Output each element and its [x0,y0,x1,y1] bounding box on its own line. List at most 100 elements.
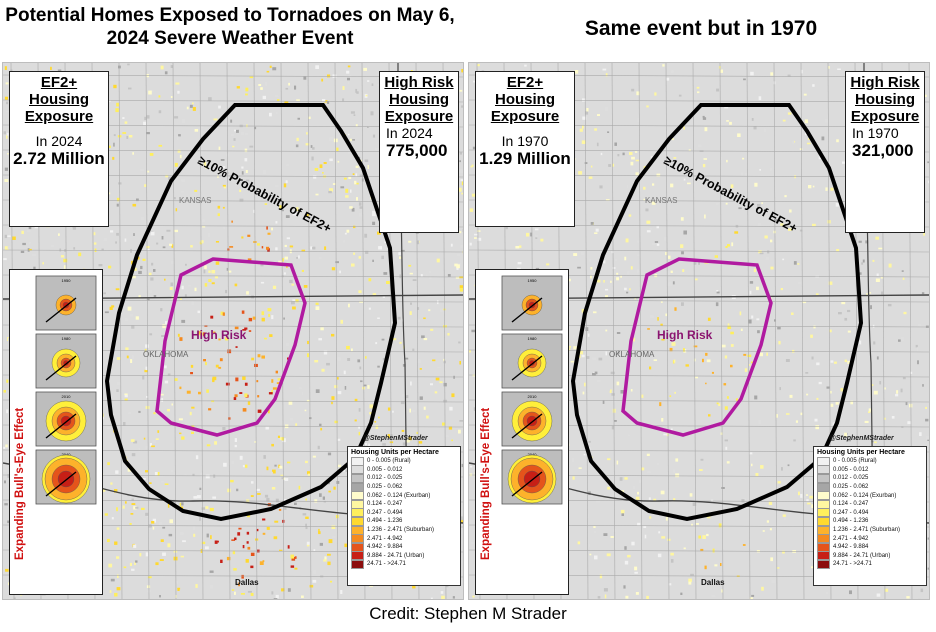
legend-label: 4.942 - 9.884 [833,544,869,551]
legend-swatch [817,473,830,483]
dallas-label: Dallas [235,578,259,587]
ef2-exposure-value: 1.29 Million [479,149,571,168]
legend-swatch [351,456,364,466]
ef2-exposure-heading: EF2+ Housing Exposure [490,74,560,125]
legend-entry: 0.005 - 0.012 [814,465,926,475]
legend-label: 0.124 - 0.247 [367,501,403,508]
ef2-exposure-box: EF2+ Housing Exposure In 1970 1.29 Milli… [475,71,575,227]
bulls-eye-inset: Expanding Bull's-Eye Effect 1950 1980 2010… [9,269,103,595]
legend-entry: 0.062 - 0.124 (Exurban) [814,491,926,501]
legend-entry: 0.124 - 0.247 [814,499,926,509]
bulls-eye-frame-1980: 1980 [35,333,97,389]
legend-swatch [817,465,830,475]
legend-swatch [817,499,830,509]
legend-entry: 0.005 - 0.012 [348,465,460,475]
high-risk-label: High Risk [191,328,247,342]
author-handle: @StephenMStrader [363,435,428,442]
legend-label: 0.247 - 0.494 [367,509,403,516]
bulls-eye-title: Expanding Bull's-Eye Effect [480,408,492,560]
ef2-exposure-year: In 1970 [501,133,549,149]
legend-entry: 0.124 - 0.247 [348,499,460,509]
legend-label: 1.236 - 2.471 (Suburban) [367,527,435,534]
legend-label: 0.012 - 0.025 [833,475,869,482]
high-risk-exposure-heading: High Risk Housing Exposure [384,74,454,125]
legend-label: 0.062 - 0.124 (Exurban) [367,492,431,499]
legend-entry: 4.942 - 9.884 [348,542,460,552]
bulls-eye-year: 2010 [62,394,72,399]
bulls-eye-frame-2040: 2040 [35,449,97,505]
legend-label: 0.025 - 0.062 [367,484,403,491]
bulls-eye-year: 1950 [528,278,538,283]
legend-swatch [817,525,830,535]
map-panel-1970: ≥10% Probability of EF2+ High Risk KANSA… [468,62,930,600]
legend-swatch [351,473,364,483]
bulls-eye-graphic: Expanding Bull's-Eye Effect 1950 1980 2010… [480,275,563,560]
legend-swatch [817,456,830,466]
legend-label: 0.012 - 0.025 [367,475,403,482]
bulls-eye-year: 2040 [528,452,538,457]
ef2-probability-outline [570,103,864,522]
bulls-eye-year: 1980 [528,336,538,341]
legend-entry: 0.494 - 1.236 [348,516,460,526]
ef2-exposure-year: In 2024 [35,133,83,149]
legend-swatch [817,508,830,518]
legend-title: Housing Units per Hectare [351,449,439,456]
bulls-eye-title: Expanding Bull's-Eye Effect [14,408,26,560]
legend-swatch [817,542,830,552]
high-risk-exposure-year: In 1970 [852,125,899,141]
legend-entry: 0.062 - 0.124 (Exurban) [348,491,460,501]
probability-label: ≥10% Probability of EF2+ [196,153,334,235]
legend-label: 0.494 - 1.236 [833,518,869,525]
bulls-eye-frame-1950: 1950 [501,275,563,331]
high-risk-exposure-box: High Risk Housing Exposure In 2024 775,0… [379,71,459,233]
map-graphic: ≥10% Probability of EF2+ High Risk KANSA… [3,63,463,599]
legend-entry: 9.884 - 24.71 (Urban) [814,551,926,561]
housing-density-legend: Housing Units per Hectare 0 - 0.005 (Rur… [347,446,461,586]
legend-label: 0 - 0.005 (Rural) [833,458,877,465]
legend-entry: 0.012 - 0.025 [348,473,460,483]
kansas-label: KANSAS [179,196,211,205]
legend-label: 24.71 - >24.71 [367,561,406,568]
legend-label: 9.884 - 24.71 (Urban) [367,552,425,559]
credit-line: Credit: Stephen M Strader [369,604,567,623]
high-risk-outline [155,257,307,437]
ef2-exposure-value: 2.72 Million [13,149,105,168]
legend-entry: 2.471 - 4.942 [348,534,460,544]
legend-entry: 0.012 - 0.025 [814,473,926,483]
legend-swatch [817,482,830,492]
legend-swatch [351,551,364,561]
legend-swatch [817,516,830,526]
legend-swatch [351,516,364,526]
legend-swatch [351,542,364,552]
kansas-label: KANSAS [645,196,677,205]
legend-swatch [351,534,364,544]
legend-swatch [351,559,364,569]
bulls-eye-frame-2010: 2010 [501,391,563,447]
legend-swatch [351,508,364,518]
legend-entry: 1.236 - 2.471 (Suburban) [348,525,460,535]
legend-label: 0.494 - 1.236 [367,518,403,525]
legend-swatch [817,534,830,544]
bulls-eye-frame-2010: 2010 [35,391,97,447]
dallas-label: Dallas [701,578,725,587]
oklahoma-label: OKLAHOMA [143,350,189,359]
legend-entry: 0 - 0.005 (Rural) [814,456,926,466]
legend-entry: 0.025 - 0.062 [348,482,460,492]
ef2-probability-outline [104,103,398,522]
legend-label: 0.025 - 0.062 [833,484,869,491]
legend-label: 2.471 - 4.942 [367,535,403,542]
legend-entry: 0.247 - 0.494 [814,508,926,518]
legend-label: 0 - 0.005 (Rural) [367,458,411,465]
bulls-eye-year: 2040 [62,452,72,457]
bulls-eye-graphic: Expanding Bull's-Eye Effect 1950 1980 2010… [14,275,97,560]
high-risk-exposure-value: 775,000 [386,141,448,160]
probability-label: ≥10% Probability of EF2+ [662,153,800,235]
legend-label: 0.005 - 0.012 [367,466,403,473]
legend-entry: 4.942 - 9.884 [814,542,926,552]
high-risk-exposure-year: In 2024 [386,125,433,141]
ef2-exposure-box: EF2+ Housing Exposure In 2024 2.72 Milli… [9,71,109,227]
bulls-eye-frame-1980: 1980 [501,333,563,389]
legend-label: 1.236 - 2.471 (Suburban) [833,527,901,534]
legend-label: 24.71 - >24.71 [833,561,872,568]
legend-label: 0.005 - 0.012 [833,466,869,473]
